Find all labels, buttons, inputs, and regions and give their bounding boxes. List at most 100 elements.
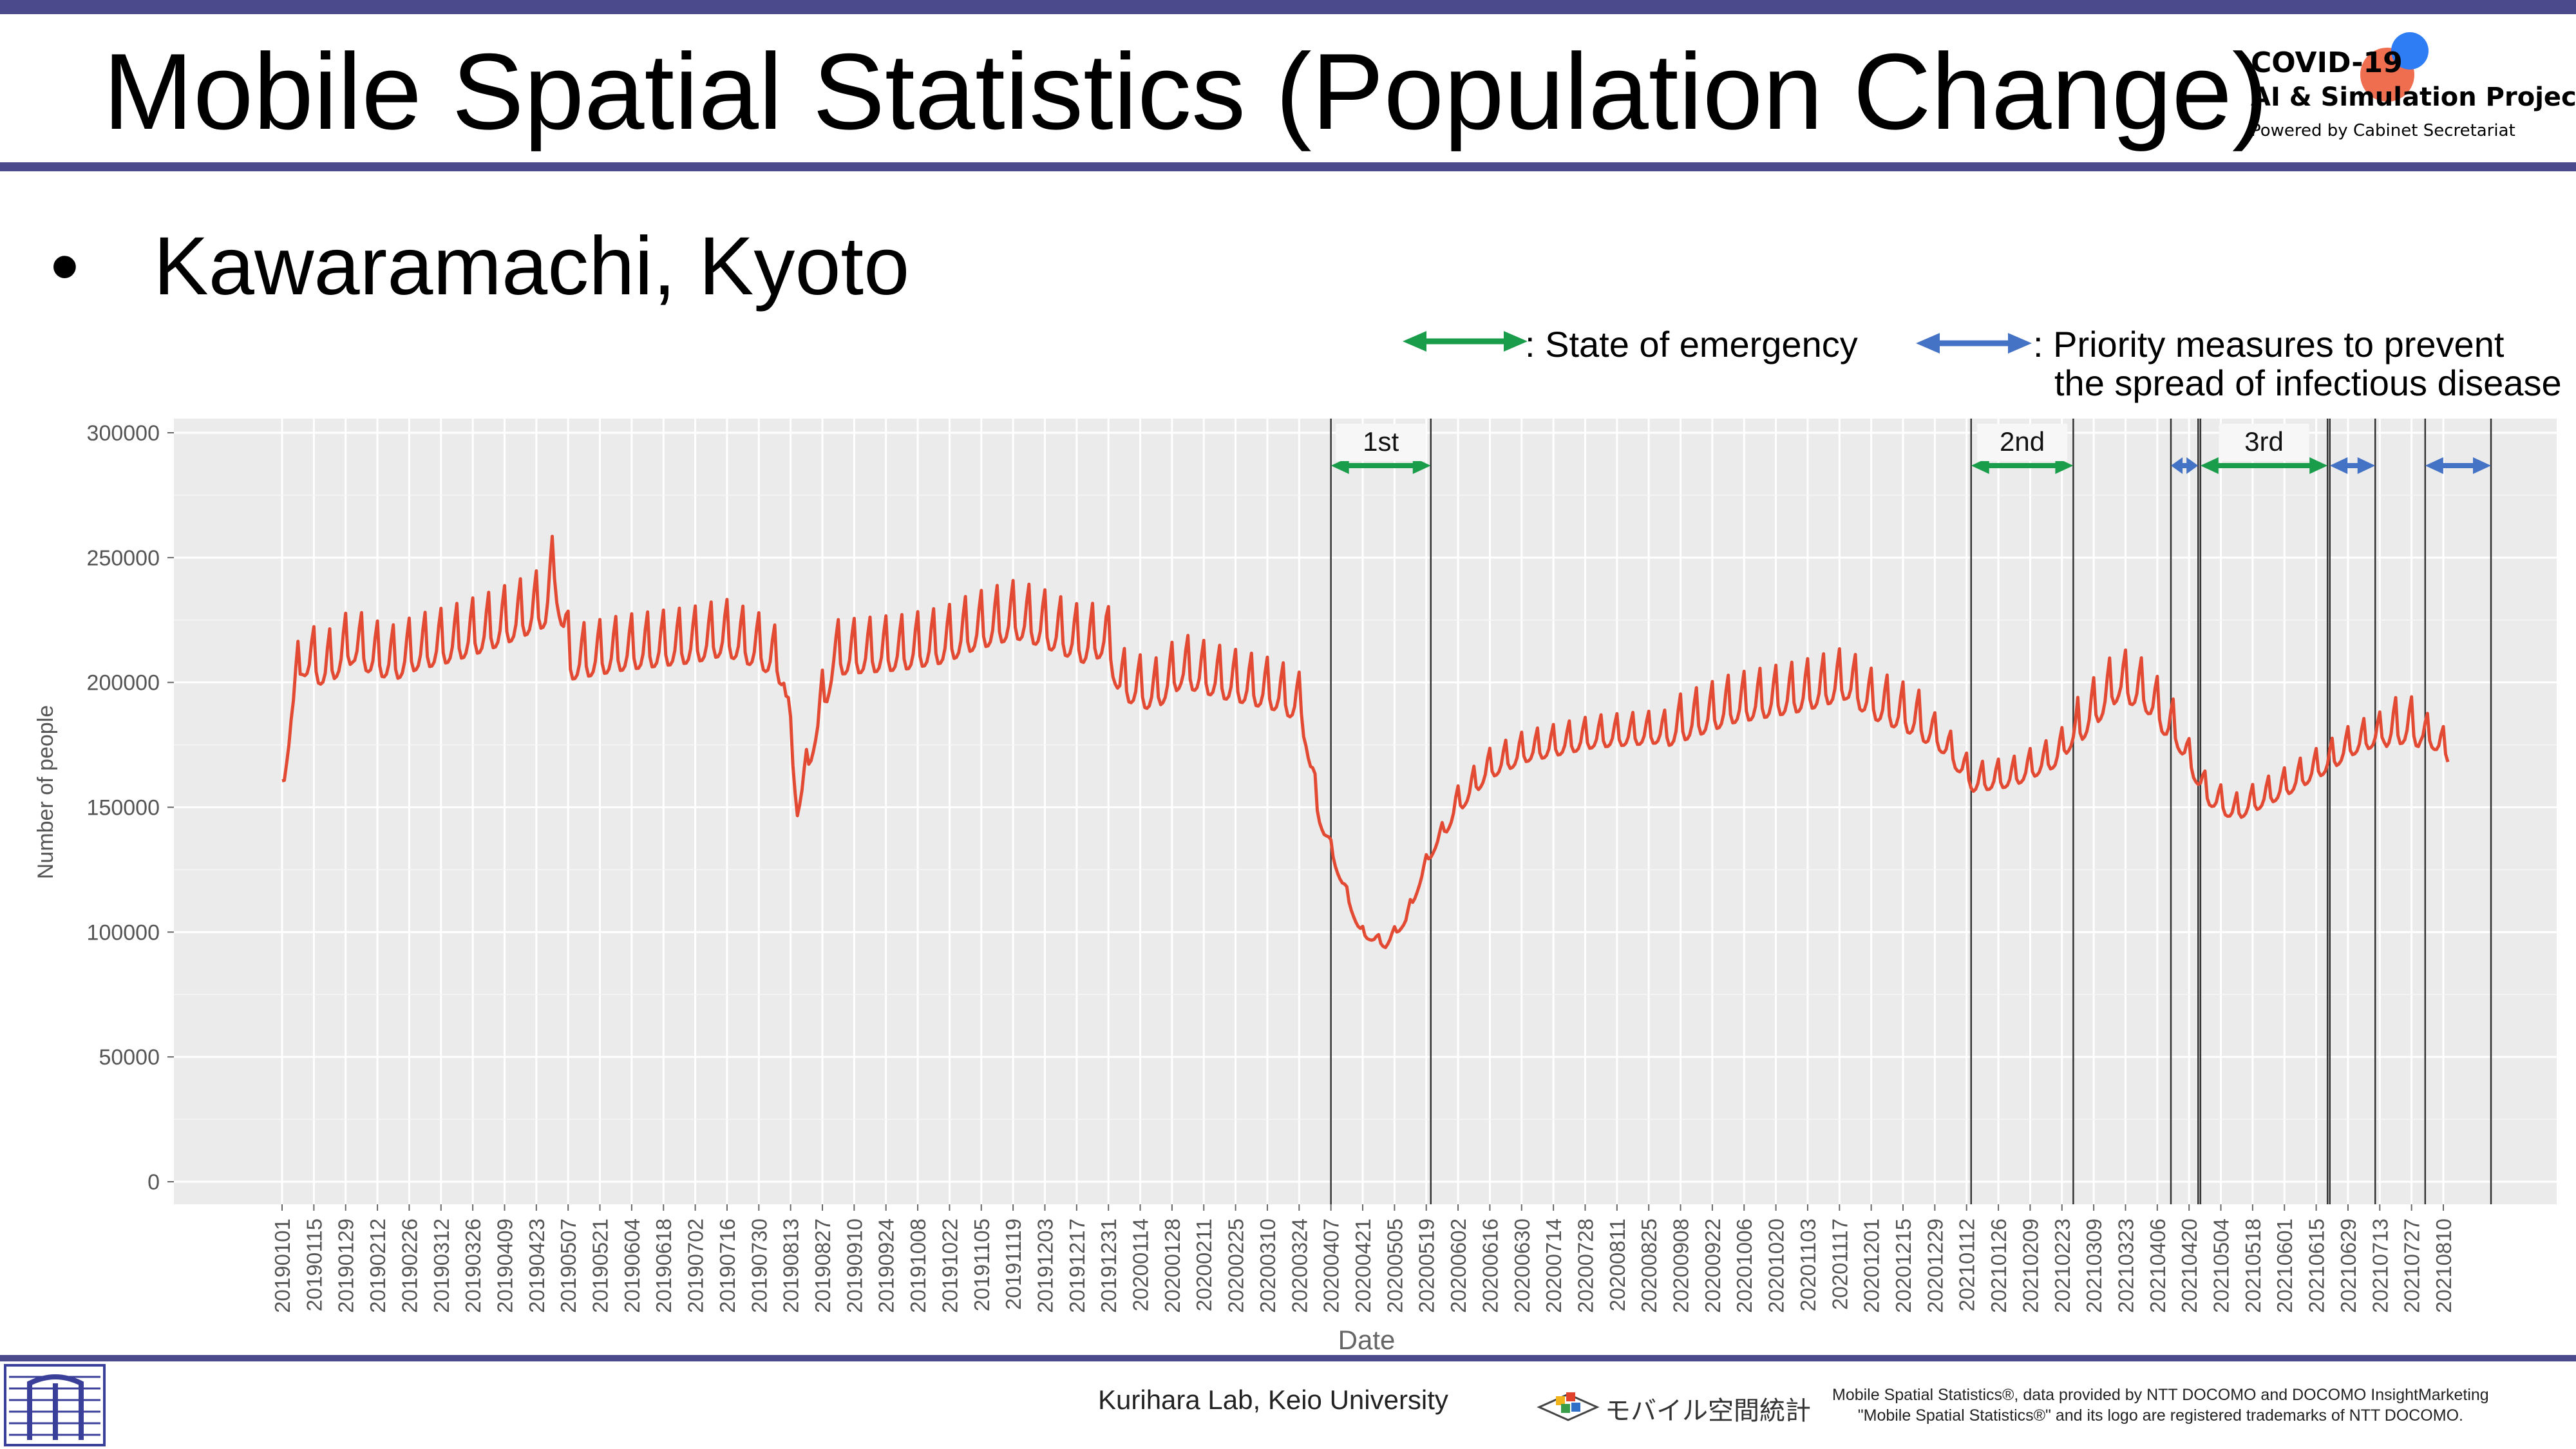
x-tick-label: 20190618	[652, 1218, 676, 1313]
x-tick-label: 20210309	[2082, 1218, 2106, 1313]
legend-emergency-label: : State of emergency	[1525, 324, 1858, 365]
vertical-gridlines	[281, 419, 2445, 1204]
x-tick-label: 20190702	[684, 1218, 708, 1313]
covid-project-logo: COVID-19 AI & Simulation Project Powered…	[2251, 32, 2576, 155]
x-tick-label: 20190326	[461, 1218, 485, 1313]
legend-priority-label-line1: : Priority measures to prevent	[2033, 324, 2505, 365]
phase-label: 2nd	[2000, 426, 2045, 457]
phase-label: 1st	[1363, 426, 1399, 457]
kurihara-lab-logo	[4, 1364, 106, 1446]
x-tick-label: 20190129	[334, 1218, 358, 1313]
x-tick-label: 20201020	[1765, 1218, 1788, 1313]
x-tick-label: 20200630	[1510, 1218, 1534, 1313]
logo-line-covid: COVID-19	[2251, 46, 2403, 79]
x-tick-label: 20200714	[1542, 1218, 1566, 1313]
x-tick-label: 20190101	[270, 1218, 294, 1313]
footer-trademark-note: Mobile Spatial Statistics®, data provide…	[1832, 1385, 2489, 1426]
y-tick-label: 250000	[87, 546, 160, 571]
x-tick-label: 20190312	[430, 1218, 453, 1313]
x-tick-label: 20210615	[2305, 1218, 2329, 1313]
x-tick-label: 20200519	[1415, 1218, 1439, 1313]
y-tick-label: 100000	[87, 920, 160, 945]
x-tick-label: 20200128	[1160, 1218, 1184, 1313]
x-tick-label: 20200811	[1605, 1218, 1629, 1311]
x-tick-label: 20191008	[906, 1218, 930, 1313]
mobile-spatial-statistics-logo: モバイル空間統計	[1533, 1378, 1816, 1430]
x-tick-label: 20190827	[811, 1218, 835, 1313]
x-tick-label: 20190604	[620, 1218, 644, 1313]
x-tick-label: 20200114	[1129, 1218, 1153, 1311]
bottom-rule	[0, 1355, 2576, 1361]
x-tick-label: 20210713	[2368, 1218, 2392, 1313]
x-tick-label: 20210727	[2400, 1218, 2424, 1313]
x-tick-label: 20210629	[2336, 1218, 2360, 1313]
x-tick-label: 20200728	[1573, 1218, 1597, 1313]
legend-arrows	[1403, 331, 2032, 354]
x-tick-label: 20191203	[1033, 1218, 1057, 1313]
phase-arrows: 1st 2nd 3rd	[1331, 424, 2492, 474]
emergency-phase-arrow-icon	[2200, 457, 2328, 474]
x-tick-label: 20191119	[1001, 1218, 1025, 1310]
x-tick-label: 20210223	[2050, 1218, 2074, 1313]
top-accent-bar	[0, 0, 2576, 14]
x-tick-label: 20201006	[1732, 1218, 1756, 1313]
priority-phase-arrow-icon	[2425, 457, 2492, 474]
x-tick-label: 20191231	[1097, 1218, 1121, 1313]
x-tick-label: 20200324	[1287, 1218, 1311, 1313]
x-tick-label: 20190226	[397, 1218, 421, 1313]
x-tick-label: 20190910	[842, 1218, 866, 1313]
horizontal-gridlines	[174, 431, 2557, 1183]
x-tick-label: 20200505	[1383, 1218, 1406, 1313]
population-line-chart: 0 50000 100000 150000 200000 250000 300000 201…	[33, 419, 2557, 1352]
x-tick-label: 20200922	[1701, 1218, 1725, 1313]
phase-label-box	[1977, 424, 2068, 461]
y-tick-label: 300000	[87, 421, 160, 446]
priority-phase-arrow-icon	[2170, 457, 2199, 474]
x-tick-label: 20200225	[1224, 1218, 1248, 1313]
x-tick-label: 20210209	[2018, 1218, 2042, 1313]
y-tick-label: 50000	[99, 1045, 160, 1070]
location-label: Kawaramachi, Kyoto	[153, 220, 910, 312]
footer-note-line2: "Mobile Spatial Statistics®" and its log…	[1857, 1406, 2463, 1425]
emergency-phase-arrow-icon	[1331, 457, 1431, 474]
x-tick-label: 20191217	[1065, 1218, 1089, 1313]
x-tick-label: 20191105	[970, 1218, 994, 1311]
location-bullet: • Kawaramachi, Kyoto	[50, 225, 909, 308]
x-tick-label: 20200616	[1478, 1218, 1502, 1313]
x-tick-label: 20200211	[1192, 1218, 1216, 1311]
series-line	[281, 535, 2450, 949]
footer-lab-name: Kurihara Lab, Keio University	[1098, 1385, 1448, 1415]
x-tick-label: 20190423	[525, 1218, 549, 1313]
phase-label: 3rd	[2244, 426, 2284, 457]
x-tick-label: 20190507	[556, 1218, 580, 1313]
cube-logo-icon	[1537, 1392, 1600, 1421]
x-tick-label: 20190716	[715, 1218, 739, 1313]
title-rule	[0, 162, 2576, 171]
x-tick-label: 20210406	[2146, 1218, 2170, 1313]
x-axis-title: Date	[1338, 1325, 1396, 1352]
legend-priority-arrow-icon	[1916, 333, 2032, 354]
x-tick-label: 20200407	[1320, 1218, 1343, 1313]
x-tick-label: 20210323	[2114, 1218, 2137, 1313]
page-title: Mobile Spatial Statistics (Population Ch…	[103, 31, 2268, 152]
x-tick-label: 20201215	[1891, 1218, 1915, 1313]
x-tick-label: 20190212	[366, 1218, 390, 1313]
x-tick-label: 20190730	[747, 1218, 771, 1313]
x-tick-label: 20210504	[2210, 1218, 2233, 1313]
plot-panel	[174, 419, 2557, 1204]
footer-note-line1: Mobile Spatial Statistics®, data provide…	[1832, 1386, 2489, 1404]
x-tick-label: 20201103	[1796, 1218, 1820, 1311]
emergency-phase-arrow-icon	[1971, 457, 2074, 474]
x-tick-label: 20201201	[1860, 1218, 1884, 1313]
logo-line-powered-by: Powered by Cabinet Secretariat	[2251, 121, 2515, 140]
x-tick-label: 20190115	[302, 1218, 326, 1311]
y-axis: 0 50000 100000 150000 200000 250000 300000	[87, 421, 174, 1195]
x-tick-label: 20190521	[589, 1218, 612, 1313]
priority-phase-arrow-icon	[2329, 457, 2376, 474]
y-tick-label: 0	[147, 1170, 160, 1195]
phase-label-box	[1336, 424, 1426, 461]
x-tick-label: 20190924	[875, 1218, 898, 1313]
x-tick-label: 20201229	[1923, 1218, 1947, 1313]
x-tick-label: 20200310	[1256, 1218, 1280, 1313]
x-tick-label: 20191022	[938, 1218, 961, 1313]
